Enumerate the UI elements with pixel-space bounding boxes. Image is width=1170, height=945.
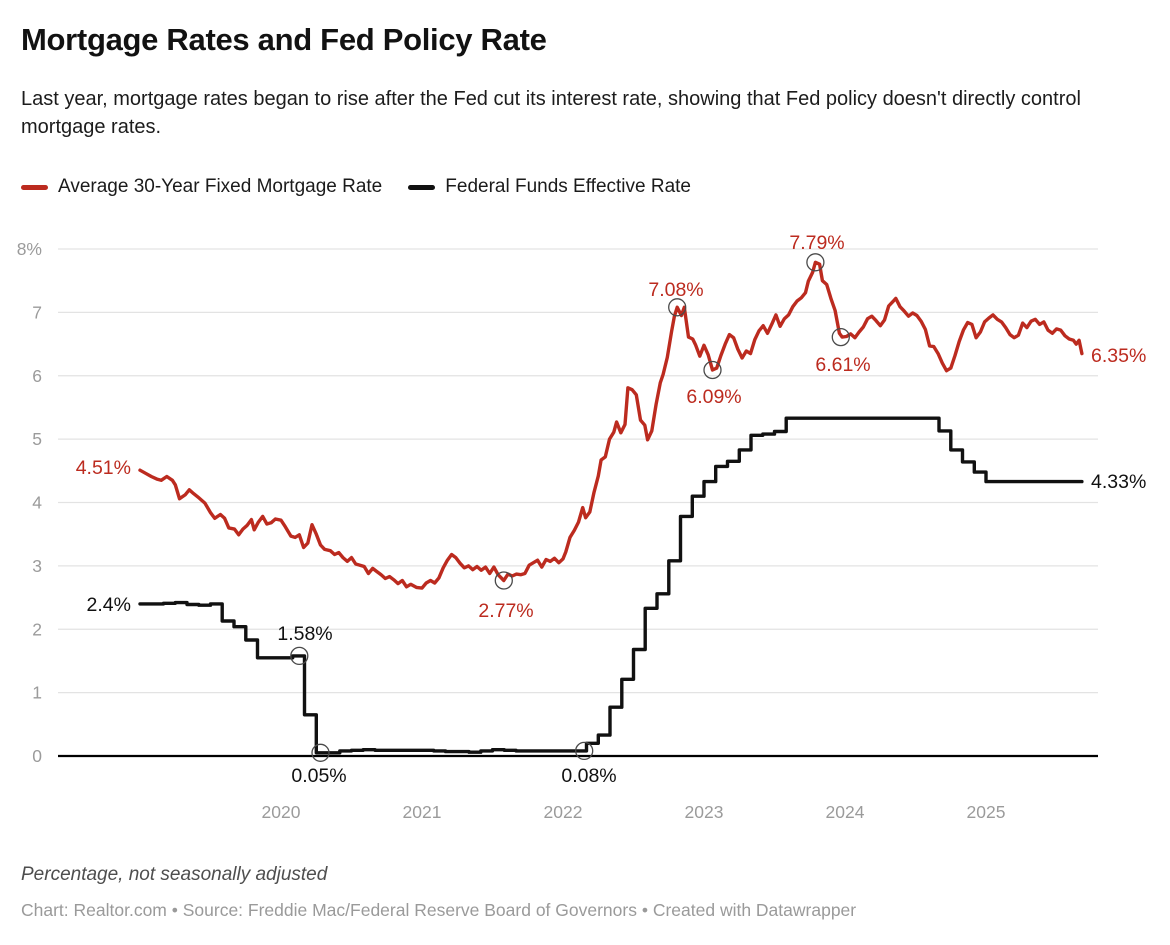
annotation-label: 4.51% — [76, 457, 131, 479]
y-tick-label: 4 — [32, 493, 42, 513]
y-tick-label: 8% — [17, 239, 42, 259]
annotation-label: 2.77% — [478, 600, 533, 622]
annotation-label: 0.05% — [291, 765, 346, 787]
annotation-circle — [703, 360, 722, 380]
mortgage-rate-line — [138, 260, 1084, 590]
chart-subtitle: Last year, mortgage rates began to rise … — [21, 88, 1081, 138]
annotation-circle — [575, 741, 594, 761]
annotation-circle — [311, 743, 330, 762]
fed-funds-line — [138, 416, 1084, 755]
annotation-circle — [831, 327, 850, 347]
annotation-circle — [668, 298, 687, 317]
annotation-circle — [494, 571, 513, 590]
x-tick-label: 2023 — [685, 802, 724, 822]
annotation-label: 7.08% — [648, 279, 703, 301]
x-tick-label: 2022 — [544, 802, 583, 822]
y-tick-label: 3 — [32, 556, 42, 576]
x-tick-label: 2020 — [262, 802, 301, 822]
annotation-circle — [290, 646, 309, 666]
x-tick-label: 2024 — [826, 802, 865, 822]
annotation-label: 2.4% — [87, 594, 131, 616]
y-tick-label: 2 — [32, 619, 42, 639]
chart-title: Mortgage Rates and Fed Policy Rate — [21, 22, 547, 57]
fed-line-swatch — [408, 184, 436, 190]
legend-item-mortgage: Average 30-Year Fixed Mortgage Rate — [21, 176, 382, 198]
y-tick-label: 5 — [32, 429, 42, 449]
annotation-label: 4.33% — [1091, 471, 1146, 493]
annotation-label: 0.08% — [561, 765, 616, 787]
x-tick-label: 2021 — [403, 802, 442, 822]
annotation-label: 6.09% — [686, 386, 741, 408]
legend-label-fed: Federal Funds Effective Rate — [445, 176, 691, 197]
attribution-byline: Chart: Realtor.com • Source: Freddie Mac… — [21, 900, 857, 920]
legend-label-mortgage: Average 30-Year Fixed Mortgage Rate — [58, 176, 383, 197]
annotation-label: 1.58% — [277, 623, 332, 645]
y-tick-label: 0 — [32, 746, 42, 766]
annotation-label: 6.61% — [815, 354, 870, 376]
y-tick-label: 1 — [32, 683, 42, 703]
y-tick-label: 6 — [32, 366, 42, 386]
x-tick-label: 2025 — [967, 802, 1006, 822]
axis-unit-note: Percentage, not seasonally adjusted — [21, 864, 328, 885]
annotation-circle — [806, 253, 825, 272]
annotation-label: 6.35% — [1091, 345, 1146, 367]
legend-item-fed: Federal Funds Effective Rate — [408, 176, 691, 198]
annotation-label: 7.79% — [789, 232, 844, 254]
legend: Average 30-Year Fixed Mortgage Rate Fede… — [21, 176, 691, 198]
mortgage-line-swatch — [21, 184, 48, 190]
y-tick-label: 7 — [32, 302, 42, 322]
